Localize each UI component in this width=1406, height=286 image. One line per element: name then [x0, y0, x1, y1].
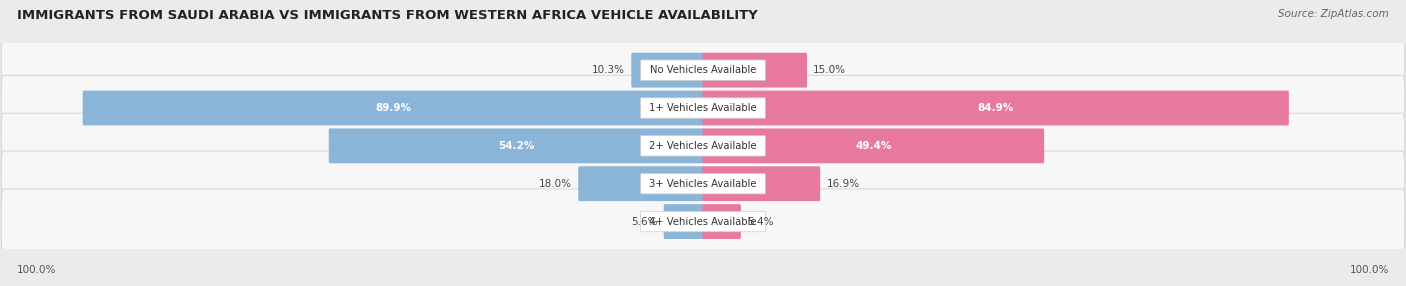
FancyBboxPatch shape [641, 98, 765, 118]
Text: 10.3%: 10.3% [592, 65, 626, 75]
Text: Source: ZipAtlas.com: Source: ZipAtlas.com [1278, 9, 1389, 19]
Text: 2+ Vehicles Available: 2+ Vehicles Available [650, 141, 756, 151]
Text: 1+ Vehicles Available: 1+ Vehicles Available [650, 103, 756, 113]
Text: 3+ Vehicles Available: 3+ Vehicles Available [650, 179, 756, 189]
FancyBboxPatch shape [1, 151, 1405, 216]
FancyBboxPatch shape [703, 53, 807, 88]
FancyBboxPatch shape [641, 136, 765, 156]
FancyBboxPatch shape [664, 204, 703, 239]
FancyBboxPatch shape [1, 113, 1405, 178]
FancyBboxPatch shape [329, 128, 703, 163]
FancyBboxPatch shape [1, 76, 1405, 141]
FancyBboxPatch shape [641, 60, 765, 80]
Text: 16.9%: 16.9% [827, 179, 859, 189]
Text: 54.2%: 54.2% [498, 141, 534, 151]
Text: 49.4%: 49.4% [855, 141, 891, 151]
FancyBboxPatch shape [1, 37, 1405, 103]
Text: 84.9%: 84.9% [977, 103, 1014, 113]
FancyBboxPatch shape [703, 166, 820, 201]
FancyBboxPatch shape [631, 53, 703, 88]
FancyBboxPatch shape [641, 174, 765, 194]
FancyBboxPatch shape [83, 91, 703, 126]
Text: IMMIGRANTS FROM SAUDI ARABIA VS IMMIGRANTS FROM WESTERN AFRICA VEHICLE AVAILABIL: IMMIGRANTS FROM SAUDI ARABIA VS IMMIGRAN… [17, 9, 758, 21]
Text: 5.6%: 5.6% [631, 217, 658, 227]
FancyBboxPatch shape [1, 189, 1405, 254]
FancyBboxPatch shape [641, 211, 765, 232]
Text: 5.4%: 5.4% [747, 217, 773, 227]
Text: 89.9%: 89.9% [375, 103, 411, 113]
Text: 100.0%: 100.0% [1350, 265, 1389, 275]
Text: 4+ Vehicles Available: 4+ Vehicles Available [650, 217, 756, 227]
FancyBboxPatch shape [703, 204, 741, 239]
FancyBboxPatch shape [703, 91, 1289, 126]
Text: 18.0%: 18.0% [538, 179, 572, 189]
FancyBboxPatch shape [578, 166, 703, 201]
FancyBboxPatch shape [703, 128, 1045, 163]
Text: 100.0%: 100.0% [17, 265, 56, 275]
Text: No Vehicles Available: No Vehicles Available [650, 65, 756, 75]
Text: 15.0%: 15.0% [813, 65, 846, 75]
